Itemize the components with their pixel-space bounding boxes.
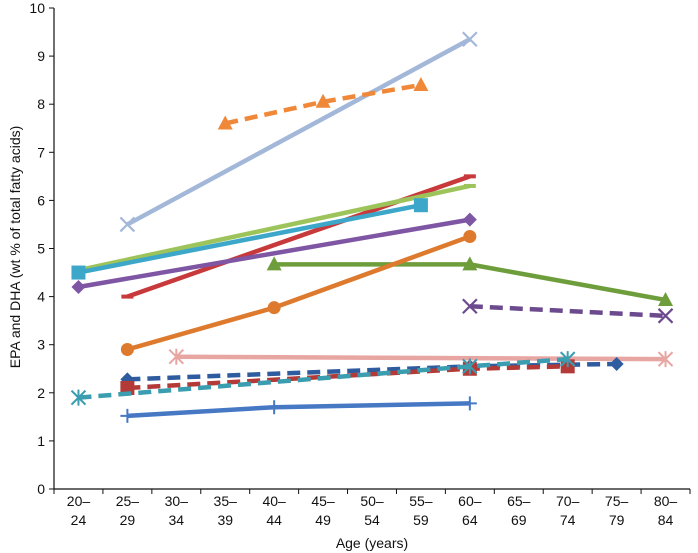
data-point	[559, 351, 576, 368]
series-layer	[70, 31, 674, 423]
y-tick-label: 10	[29, 0, 45, 16]
x-tick-label: 84	[658, 512, 674, 528]
data-point	[463, 229, 477, 243]
y-tick-label: 9	[37, 48, 45, 64]
series-line	[78, 203, 422, 275]
axes: 01234567891020–2425–2930–3435–3940–4445–…	[29, 0, 691, 528]
x-tick-label: 49	[315, 512, 331, 528]
x-tick-label: 34	[169, 512, 185, 528]
data-point	[70, 389, 87, 406]
series-s14	[120, 396, 477, 423]
x-tick-label: 39	[217, 512, 233, 528]
y-tick-label: 4	[37, 289, 45, 305]
x-tick-label: 40–	[262, 493, 286, 509]
x-tick-label: 65–	[507, 493, 531, 509]
data-point	[217, 115, 233, 130]
y-tick-label: 8	[37, 96, 45, 112]
series-s7	[266, 256, 674, 306]
x-tick-label: 55–	[409, 493, 433, 509]
x-tick-label: 74	[560, 512, 576, 528]
data-point	[462, 31, 478, 48]
data-point	[462, 212, 477, 227]
series-s9	[462, 298, 674, 324]
series-line	[127, 361, 617, 382]
x-tick-label: 20–	[67, 493, 91, 509]
data-point	[315, 93, 331, 108]
y-tick-label: 1	[37, 433, 45, 449]
x-tick-label: 44	[266, 512, 282, 528]
data-point	[658, 291, 674, 306]
x-tick-label: 69	[511, 512, 527, 528]
series-s8	[120, 229, 477, 357]
series-s6	[71, 212, 477, 294]
series-line	[469, 303, 666, 319]
x-tick-label: 45–	[311, 493, 335, 509]
x-tick-label: 30–	[165, 493, 189, 509]
x-tick-label: 70–	[556, 493, 580, 509]
series-line	[126, 37, 471, 227]
y-tick-label: 5	[37, 241, 45, 257]
data-point	[462, 298, 478, 314]
data-point	[462, 256, 478, 271]
x-tick-label: 64	[462, 512, 478, 528]
data-point	[413, 198, 428, 213]
series-line	[77, 183, 471, 273]
data-point	[71, 279, 86, 294]
x-tick-label: 75–	[605, 493, 629, 509]
series-s2	[217, 76, 429, 130]
x-tick-label: 60–	[458, 493, 482, 509]
data-point	[462, 358, 478, 375]
series-s13	[70, 351, 576, 406]
x-tick-label: 79	[609, 512, 625, 528]
x-tick-label: 24	[71, 512, 87, 528]
data-point	[120, 343, 134, 357]
data-point	[462, 396, 477, 411]
data-point	[266, 256, 282, 271]
x-axis-title: Age (years)	[336, 535, 408, 551]
x-tick-label: 80–	[654, 493, 678, 509]
y-axis-title: EPA and DHA (wt % of total fatty acids)	[7, 126, 23, 369]
series-line	[176, 354, 666, 362]
data-point	[267, 301, 281, 315]
data-point	[120, 408, 135, 423]
series-s10	[168, 348, 674, 368]
x-tick-label: 25–	[116, 493, 140, 509]
y-tick-label: 3	[37, 337, 45, 353]
data-point	[657, 351, 674, 368]
y-tick-label: 6	[37, 192, 45, 208]
x-tick-label: 29	[120, 512, 136, 528]
data-point	[609, 356, 624, 371]
data-point	[267, 400, 282, 415]
data-point	[657, 308, 674, 324]
series-line	[78, 217, 471, 290]
x-tick-label: 35–	[214, 493, 238, 509]
x-tick-label: 59	[413, 512, 429, 528]
series-s5	[71, 198, 428, 280]
series-s1	[119, 31, 478, 233]
data-point	[119, 216, 136, 233]
data-point	[71, 265, 86, 280]
x-tick-label: 50–	[360, 493, 384, 509]
y-tick-label: 2	[37, 385, 45, 401]
y-tick-label: 0	[37, 481, 45, 497]
y-tick-label: 7	[37, 144, 45, 160]
data-point	[168, 348, 185, 365]
x-tick-label: 54	[364, 512, 380, 528]
data-point	[413, 76, 429, 91]
series-line	[127, 401, 470, 419]
